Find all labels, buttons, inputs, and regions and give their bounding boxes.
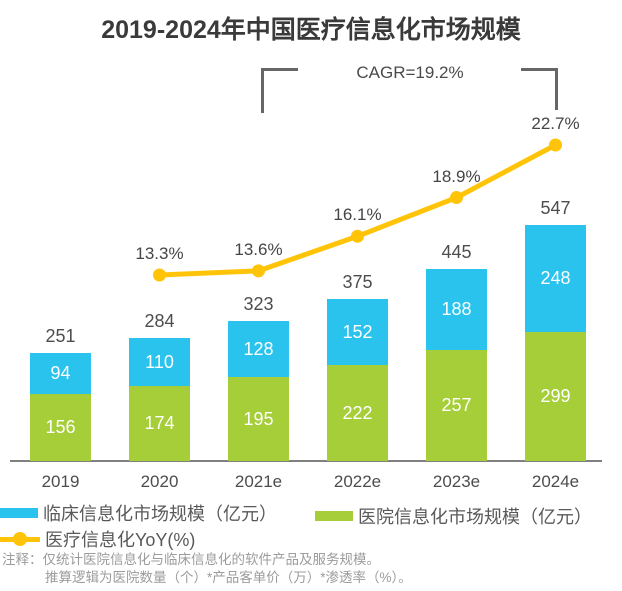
legend-row-2: 医疗信息化YoY(%) bbox=[0, 526, 622, 552]
bar-segment-clinical-2022e bbox=[327, 299, 388, 366]
footnote: 注释：仅统计医院信息化与临床信息化的软件产品及服务规模。 推算逻辑为医院数量（个… bbox=[2, 551, 412, 587]
bar-segment-hospital-2022e bbox=[327, 365, 388, 461]
x-axis-label-2020: 2020 bbox=[140, 472, 179, 491]
chart-title: 2019-2024年中国医疗信息化市场规模 bbox=[101, 16, 521, 44]
clinical-value-label-2024e: 248 bbox=[540, 268, 571, 289]
clinical-series-swatch bbox=[0, 508, 38, 518]
yoy-label-2023e: 18.9% bbox=[432, 166, 481, 186]
x-axis-label-2024e: 2024e bbox=[531, 472, 580, 491]
cagr-annotation: CAGR=19.2% bbox=[356, 63, 464, 82]
yoy-line-marker-icon bbox=[0, 532, 40, 546]
hospital-value-label-2019: 156 bbox=[45, 417, 76, 438]
clinical-value-label-2019: 94 bbox=[50, 363, 71, 384]
cagr-bracket-right bbox=[521, 68, 558, 110]
bar-segment-hospital-2024e bbox=[525, 331, 586, 461]
clinical-value-label-2022e: 152 bbox=[342, 322, 373, 343]
yoy-point-2023e bbox=[450, 191, 463, 205]
yoy-point-2022e bbox=[351, 229, 364, 243]
hospital-value-label-2024e: 299 bbox=[540, 386, 571, 407]
cagr-bracket-left bbox=[261, 68, 298, 113]
bar-segment-hospital-2019 bbox=[30, 393, 91, 461]
legend-label-hospital: 医院信息化市场规模（亿元） bbox=[358, 507, 592, 527]
clinical-value-label-2021e: 128 bbox=[243, 339, 274, 360]
footnote-line-1: 注释：仅统计医院信息化与临床信息化的软件产品及服务规模。 bbox=[2, 552, 380, 567]
total-value-label-2019: 251 bbox=[45, 326, 76, 346]
bar-segment-clinical-2023e bbox=[426, 268, 487, 350]
yoy-point-2024e bbox=[549, 138, 562, 152]
bar-segment-clinical-2021e bbox=[228, 321, 289, 377]
yoy-point-2021e bbox=[252, 264, 265, 278]
legend-label-yoy: 医疗信息化YoY(%) bbox=[45, 530, 196, 550]
hospital-value-label-2020: 174 bbox=[144, 413, 175, 434]
legend-row-1: 临床信息化市场规模（亿元） 医院信息化市场规模（亿元） bbox=[0, 500, 622, 527]
clinical-value-label-2020: 110 bbox=[145, 352, 174, 373]
total-value-label-2020: 284 bbox=[144, 311, 175, 332]
yoy-point-2020 bbox=[153, 268, 166, 282]
hospital-series-swatch bbox=[315, 511, 353, 521]
bar-segment-clinical-2019 bbox=[30, 353, 91, 394]
x-axis-label-2021e: 2021e bbox=[234, 472, 283, 491]
total-value-label-2024e: 547 bbox=[540, 197, 571, 218]
x-axis-label-2019: 2019 bbox=[41, 472, 80, 491]
x-axis-label-2022e: 2022e bbox=[333, 472, 382, 491]
clinical-value-label-2023e: 188 bbox=[441, 299, 472, 320]
x-axis-label-2023e: 2023e bbox=[432, 472, 481, 491]
bar-segment-clinical-2020 bbox=[129, 338, 190, 386]
total-value-label-2023e: 445 bbox=[441, 241, 472, 262]
legend-item-hospital: 医院信息化市场规模（亿元） bbox=[315, 503, 592, 529]
yoy-label-2024e: 22.7% bbox=[531, 113, 580, 133]
hospital-value-label-2021e: 195 bbox=[243, 408, 274, 429]
yoy-label-2020: 13.3% bbox=[135, 244, 184, 263]
hospital-value-label-2023e: 257 bbox=[441, 395, 472, 416]
legend-label-clinical: 临床信息化市场规模（亿元） bbox=[43, 504, 277, 524]
yoy-label-2021e: 13.6% bbox=[234, 239, 283, 259]
footnote-line-2: 推算逻辑为医院数量（个）*产品客单价（万）*渗透率（%）。 bbox=[45, 570, 412, 585]
legend-item-yoy: 医疗信息化YoY(%) bbox=[0, 526, 195, 552]
legend-item-clinical: 临床信息化市场规模（亿元） bbox=[0, 500, 277, 526]
bar-segment-hospital-2023e bbox=[426, 349, 487, 461]
total-value-label-2021e: 323 bbox=[243, 294, 274, 315]
bar-segment-hospital-2021e bbox=[228, 376, 289, 461]
total-value-label-2022e: 375 bbox=[342, 272, 373, 293]
yoy-label-2022e: 16.1% bbox=[333, 205, 382, 225]
bar-segment-hospital-2020 bbox=[129, 385, 190, 461]
x-axis-line bbox=[10, 460, 602, 462]
hospital-value-label-2022e: 222 bbox=[342, 403, 373, 424]
